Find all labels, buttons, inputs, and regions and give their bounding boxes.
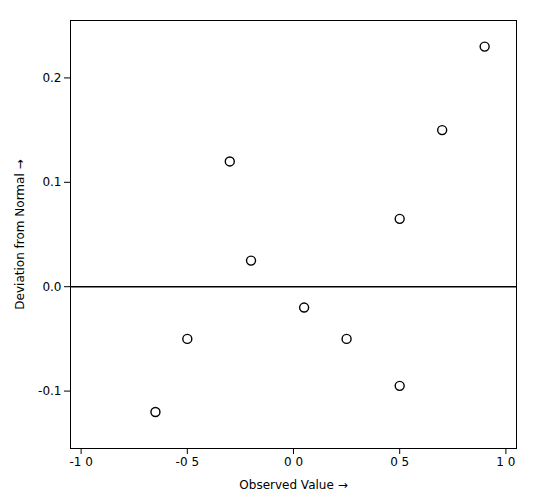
svg-text:1 0: 1 0 bbox=[496, 455, 515, 469]
svg-text:-1 0: -1 0 bbox=[69, 455, 92, 469]
svg-text:Deviation from Normal →: Deviation from Normal → bbox=[13, 159, 27, 309]
svg-text:0.1: 0.1 bbox=[42, 175, 61, 189]
svg-text:0.0: 0.0 bbox=[42, 280, 61, 294]
svg-text:0.2: 0.2 bbox=[42, 71, 61, 85]
svg-text:0 0: 0 0 bbox=[284, 455, 303, 469]
svg-text:-0.1: -0.1 bbox=[38, 384, 61, 398]
svg-text:0 5: 0 5 bbox=[390, 455, 409, 469]
svg-text:Observed Value →: Observed Value → bbox=[239, 478, 347, 492]
svg-text:-0 5: -0 5 bbox=[176, 455, 199, 469]
